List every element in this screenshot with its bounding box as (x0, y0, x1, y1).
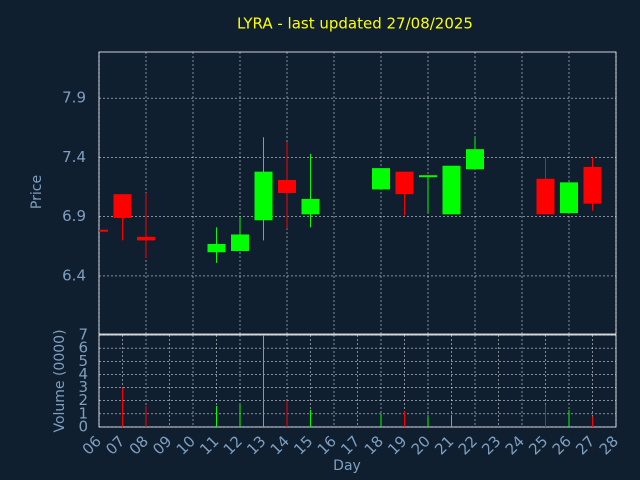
candle-body (466, 149, 484, 170)
chart-title: LYRA - last updated 27/08/2025 (237, 15, 473, 33)
y-tick-label: 7.4 (62, 148, 86, 166)
candle-body (536, 178, 555, 215)
candle-body (254, 171, 273, 221)
candle-body (99, 229, 108, 232)
volume-tick-label: 1 (78, 404, 88, 422)
volume-tick-label: 2 (78, 391, 88, 409)
volume-tick-label: 0 (78, 418, 88, 436)
y-tick-label: 6.4 (62, 266, 86, 284)
candle-body (231, 234, 249, 252)
candle-body (301, 198, 320, 215)
x-axis-label: Day (333, 458, 361, 474)
volume-tick-label: 6 (78, 339, 88, 357)
candle-body (583, 166, 602, 204)
candle-body (419, 175, 437, 178)
y-tick-label: 6.9 (62, 207, 86, 225)
candle-body (113, 194, 132, 218)
candle-body (442, 165, 461, 215)
volume-tick-label: 3 (78, 378, 88, 396)
candle-body (372, 168, 390, 190)
volume-tick-label: 7 (78, 326, 88, 344)
volume-tick-label: 4 (78, 365, 88, 383)
candle-body (207, 243, 226, 253)
y-tick-label: 7.9 (62, 89, 86, 107)
candle-body (137, 236, 155, 241)
candle-body (560, 182, 578, 214)
volume-axis-label: Volume (0000) (52, 329, 68, 432)
candle-body (395, 171, 414, 195)
y-axis-label: Price (29, 175, 45, 209)
volume-tick-label: 5 (78, 352, 88, 370)
candle-body (278, 179, 296, 193)
